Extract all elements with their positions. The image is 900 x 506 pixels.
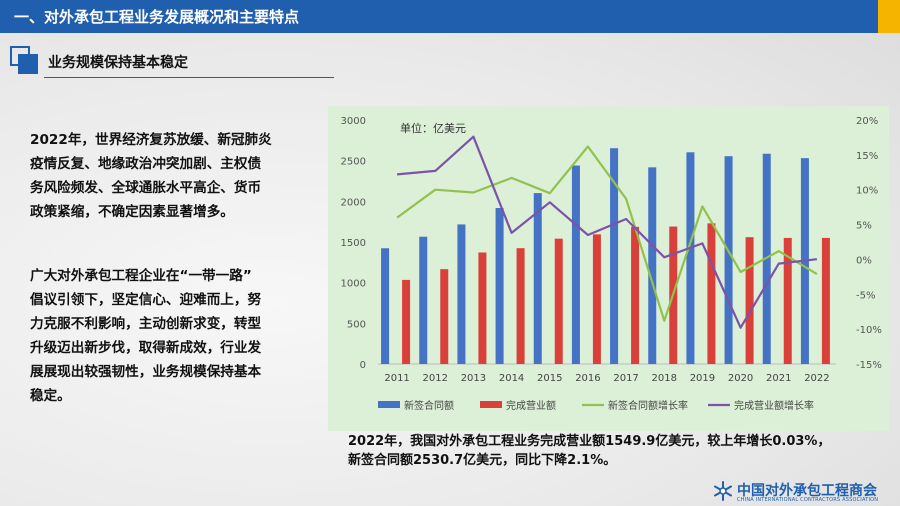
y2-tick-label: 0% (856, 255, 872, 266)
bar-revenue (554, 238, 563, 364)
y-tick-label: 1000 (341, 279, 366, 290)
x-tick-label: 2011 (384, 373, 409, 384)
bar-revenue (592, 234, 601, 364)
intro-paragraph: 2022年，世界经济复苏放缓、新冠肺炎 疫情反复、地缘政治冲突加剧、主权债 务风… (30, 128, 305, 224)
logo-text-cn: 中国对外承包工程商会 (737, 483, 877, 499)
y2-tick-label: 20% (856, 116, 878, 127)
y2-tick-label: 5% (856, 221, 872, 232)
combo-chart: 0 500 1000 1500 2000 2500 3000 -15% -10% -5% 0% 5% 1… (341, 116, 882, 412)
bar-new-contracts (381, 248, 390, 364)
legend-label: 新签合同额增长率 (608, 399, 688, 412)
text-line: 务风险频发、全球通胀水平高企、货币 (30, 180, 262, 196)
bar-new-contracts (419, 236, 428, 364)
bar-new-contracts (648, 167, 657, 364)
text-line: 倡议引领下，坚定信心、迎难而上，努 (30, 292, 262, 308)
y2-tick-label: -15% (856, 360, 882, 371)
caption-line: 2022年，我国对外承包工程业务完成营业额1549.9亿美元，较上年增长0.03… (348, 434, 831, 449)
x-tick-label: 2021 (766, 373, 791, 384)
caption-line: 新签合同额2530.7亿美元，同比下降2.1%。 (348, 453, 617, 468)
summary-paragraph: 广大对外承包工程企业在“一带一路” 倡议引领下，坚定信心、迎难而上，努 力克服不… (30, 264, 305, 408)
text-line: 展展现出较强韧性，业务规模保持基本 (30, 364, 262, 380)
bar-new-contracts (457, 224, 466, 364)
header-bar: 一、对外承包工程业务发展概况和主要特点 (0, 0, 878, 33)
legend-label: 新签合同额 (404, 399, 454, 412)
text-line: 升级迈出新步伐，取得新成效，行业发 (30, 340, 262, 356)
chart-caption: 2022年，我国对外承包工程业务完成营业额1549.9亿美元，较上年增长0.03… (348, 432, 888, 470)
y2-tick-label: -10% (856, 325, 882, 336)
x-tick-label: 2016 (575, 373, 600, 384)
text-line: 稳定。 (30, 388, 71, 404)
section-divider (44, 77, 334, 78)
legend-swatch (378, 401, 400, 408)
x-tick-label: 2013 (461, 373, 486, 384)
bar-revenue (745, 237, 754, 364)
section-title: 业务规模保持基本稳定 (48, 55, 188, 71)
bar-revenue (821, 237, 830, 364)
bar-new-contracts (533, 193, 542, 364)
bar-revenue (783, 237, 792, 364)
bar-new-contracts (686, 152, 695, 364)
y-tick-label: 0 (360, 360, 366, 371)
bar-revenue (478, 252, 487, 364)
bar-revenue (402, 279, 411, 364)
y2-tick-label: 10% (856, 186, 878, 197)
logo-text-en: CHINA INTERNATIONAL CONTRACTORS ASSOCIAT… (737, 497, 879, 503)
x-tick-label: 2015 (537, 373, 562, 384)
bar-new-contracts (610, 148, 619, 364)
legend-label: 完成营业额增长率 (734, 399, 814, 412)
bar-new-contracts (571, 165, 580, 364)
bar-new-contracts (724, 156, 733, 364)
y2-tick-label: 15% (856, 151, 878, 162)
x-tick-label: 2012 (423, 373, 448, 384)
x-tick-label: 2017 (613, 373, 638, 384)
bar-revenue (707, 223, 716, 364)
x-tick-label: 2020 (728, 373, 753, 384)
y-tick-label: 3000 (341, 116, 366, 127)
y-tick-label: 500 (347, 319, 366, 330)
line-contract-growth (396, 145, 818, 322)
y-tick-label: 2500 (341, 157, 366, 168)
bar-revenue (440, 269, 449, 364)
header-accent (878, 0, 900, 33)
bar-revenue (631, 226, 640, 364)
legend-label: 完成营业额 (506, 399, 556, 412)
y2-tick-label: -5% (856, 290, 875, 301)
header-title: 一、对外承包工程业务发展概况和主要特点 (14, 8, 300, 26)
text-line: 政策紧缩，不确定因素显著增多。 (30, 204, 234, 220)
x-tick-label: 2018 (652, 373, 677, 384)
x-tick-label: 2014 (499, 373, 524, 384)
bar-revenue (516, 248, 525, 364)
section-icon (10, 46, 42, 76)
legend-swatch (480, 401, 502, 408)
x-tick-label: 2019 (690, 373, 715, 384)
line-revenue-growth (396, 135, 818, 329)
text-line: 力克服不利影响，主动创新求变，转型 (30, 316, 262, 332)
y-tick-label: 1500 (341, 238, 366, 249)
snowflake-logo-icon (714, 481, 732, 501)
y-tick-label: 2000 (341, 197, 366, 208)
association-logo: 中国对外承包工程商会 CHINA INTERNATIONAL CONTRACTO… (713, 480, 899, 504)
unit-label: 单位：亿美元 (400, 121, 466, 135)
x-tick-label: 2022 (804, 373, 829, 384)
text-line: 疫情反复、地缘政治冲突加剧、主权债 (30, 156, 262, 172)
text-line: 2022年，世界经济复苏放缓、新冠肺炎 (30, 132, 272, 148)
chart-panel: 0 500 1000 1500 2000 2500 3000 -15% -10% -5% 0% 5% 1… (328, 106, 889, 431)
text-line: 广大对外承包工程企业在“一带一路” (30, 268, 252, 284)
bar-new-contracts (495, 208, 504, 364)
